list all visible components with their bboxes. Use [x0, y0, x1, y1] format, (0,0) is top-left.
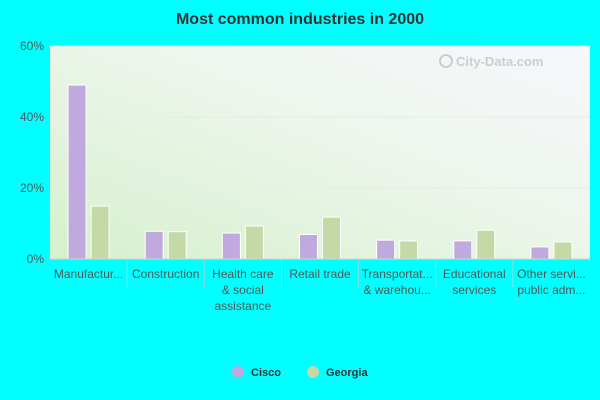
watermark: City-Data.com: [439, 54, 543, 69]
bar-georgia: [244, 225, 264, 260]
grid-lines: [50, 45, 590, 189]
bar-cisco: [530, 246, 550, 260]
x-tick-label: Retail trade: [289, 267, 351, 281]
bar-cisco: [144, 230, 164, 260]
bar-cisco: [453, 240, 473, 260]
bar-georgia: [167, 231, 187, 260]
bar-cisco: [67, 84, 87, 260]
magnifier-icon: [439, 54, 453, 68]
x-tick-label: Educational services: [443, 267, 506, 297]
legend: Cisco Georgia: [232, 366, 368, 379]
chart-title: Most common industries in 2000: [176, 11, 424, 28]
legend-label-cisco: Cisco: [251, 367, 281, 379]
x-tick-label: Construction: [132, 267, 199, 281]
bar-georgia: [399, 240, 419, 260]
bar-georgia: [476, 229, 496, 260]
bars: [50, 84, 590, 287]
bar-cisco: [376, 239, 396, 260]
legend-label-georgia: Georgia: [326, 367, 368, 379]
legend-swatch-georgia: [307, 366, 319, 378]
y-tick-label: 20%: [20, 181, 44, 195]
x-tick-label: Health care & social assistance: [212, 267, 274, 313]
x-tick-label: Transportat... & warehou...: [362, 267, 433, 297]
y-tick-label: 0%: [27, 252, 45, 266]
x-tick-label: Manufactur...: [54, 267, 123, 281]
bar-cisco: [221, 232, 241, 260]
bar-georgia: [322, 216, 341, 260]
y-axis-ticks: 0% 20% 40% 60%: [20, 39, 44, 266]
bar-georgia: [553, 241, 573, 260]
y-tick-label: 40%: [20, 110, 44, 124]
x-axis-ticks: Manufactur... Construction Health care & so…: [54, 267, 586, 313]
plot-area: [50, 46, 590, 259]
bar-georgia: [90, 205, 110, 260]
y-tick-label: 60%: [20, 39, 44, 53]
watermark-text: City-Data.com: [456, 54, 543, 69]
x-tick-label: Other servi... public adm...: [517, 267, 586, 297]
legend-swatch-cisco: [232, 366, 244, 378]
bar-cisco: [299, 234, 318, 260]
